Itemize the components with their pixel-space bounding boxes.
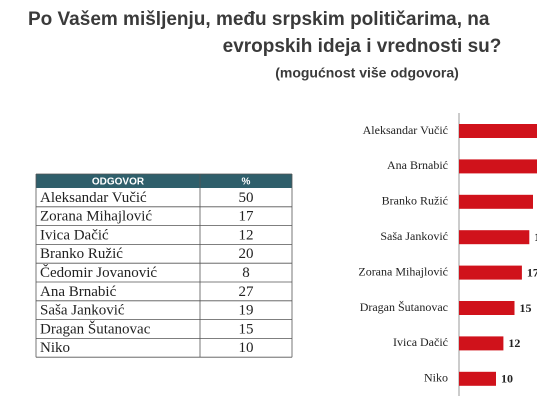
category-label: Aleksandar Vučić (363, 123, 448, 137)
table-cell: Branko Ružić (40, 246, 123, 262)
table-cell: 20 (239, 246, 254, 262)
table-header-bg (36, 174, 292, 188)
bar (459, 301, 515, 315)
table-cell: Zorana Mihajlović (40, 209, 152, 225)
value-label: 10 (501, 372, 513, 386)
bar (459, 230, 530, 245)
category-label: Niko (424, 371, 448, 385)
table-cell: Čedomir Jovanović (40, 264, 157, 281)
value-label: 17 (527, 265, 537, 279)
title-line: evropskih ideja i vrednosti su? (223, 36, 502, 57)
table-cell: Saša Janković (40, 303, 125, 319)
table-cell: 50 (239, 190, 254, 206)
category-label: Ivica Dačić (393, 335, 448, 349)
category-label: Saša Janković (380, 229, 448, 243)
table-cell: 27 (239, 284, 255, 300)
table-cell: 15 (239, 321, 254, 337)
value-label: 15 (520, 301, 532, 315)
table-cell: Ana Brnabić (40, 284, 117, 300)
bar (459, 194, 533, 209)
value-label: 12 (508, 336, 520, 350)
table-cell: Dragan Šutanovac (40, 320, 151, 337)
title-line: Po Vašem mišljenju, među srpskim politič… (28, 9, 490, 30)
bar (459, 124, 537, 138)
bar (459, 336, 504, 351)
table-cell: 17 (239, 209, 255, 225)
table-cell: 8 (242, 265, 250, 281)
table-cell: 12 (239, 227, 254, 243)
category-label: Dragan Šutanovac (360, 300, 448, 314)
category-label: Branko Ružić (382, 194, 448, 208)
category-label: Zorana Mihajlović (358, 264, 448, 278)
table-cell: 10 (239, 340, 254, 356)
bar (459, 371, 496, 386)
table-cell: 19 (239, 303, 254, 319)
table-cell: Aleksandar Vučić (40, 190, 147, 206)
table-cell: Ivica Dačić (40, 227, 109, 243)
subtitle: (mogućnost više odgovora) (275, 65, 459, 81)
value-label: 19 (534, 230, 537, 244)
table-cell: Niko (40, 340, 70, 356)
table-header-cell: % (242, 177, 251, 188)
bar (459, 265, 522, 280)
table-header-cell: ODGOVOR (92, 177, 145, 188)
bar (459, 159, 537, 174)
category-label: Ana Brnabić (387, 158, 448, 172)
